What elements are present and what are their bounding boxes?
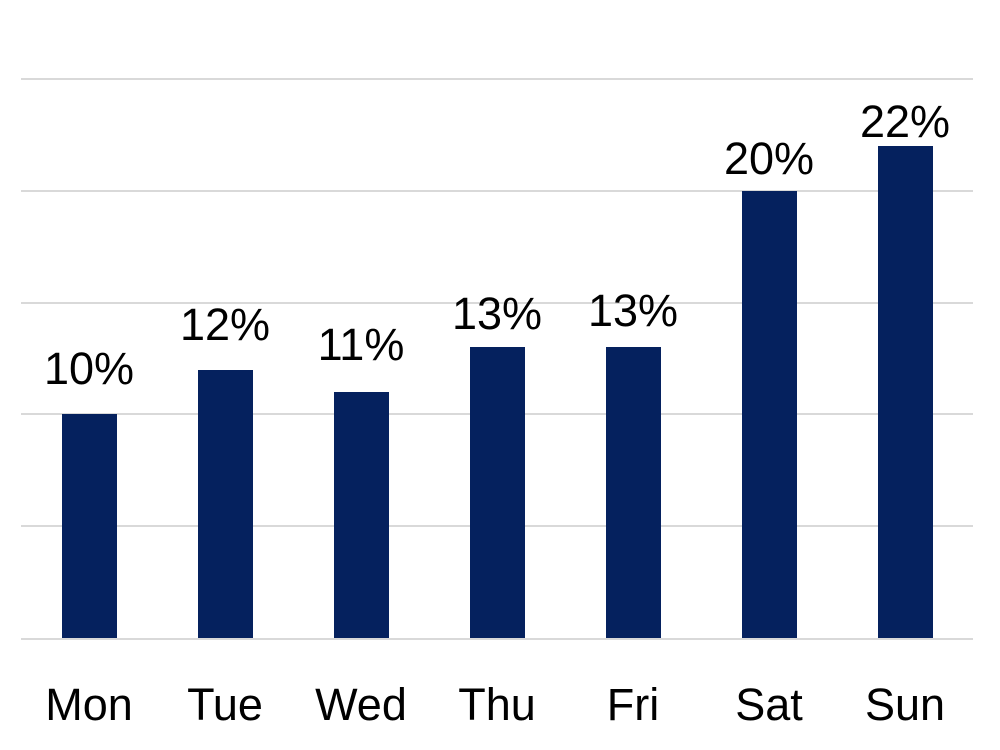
bar-fri [605,347,661,638]
bar-thu [469,347,525,638]
x-axis-label-tue: Tue [187,679,263,730]
x-axis-label-fri: Fri [606,679,660,730]
data-label-sun: 22% [859,96,951,148]
data-label-fri: 13% [587,285,679,337]
data-label-wed: 11% [317,319,405,371]
x-axis-label-thu: Thu [458,679,536,730]
x-axis-label-sun: Sun [864,679,946,730]
gridline [21,301,973,304]
x-axis-line [21,638,973,640]
x-axis-label-wed: Wed [315,679,407,730]
gridline [21,189,973,192]
bar-tue [197,369,253,638]
data-label-tue: 12% [179,298,271,350]
data-label-sat: 20% [723,132,815,184]
data-label-thu: 13% [451,288,543,340]
bar-sat [741,190,797,638]
data-label-mon: 10% [43,343,135,395]
x-axis-label-sat: Sat [735,679,803,730]
bar-sun [877,146,933,638]
bar-wed [333,392,389,638]
x-axis-label-mon: Mon [45,679,133,730]
bar-mon [61,414,117,638]
gridline [21,78,973,81]
